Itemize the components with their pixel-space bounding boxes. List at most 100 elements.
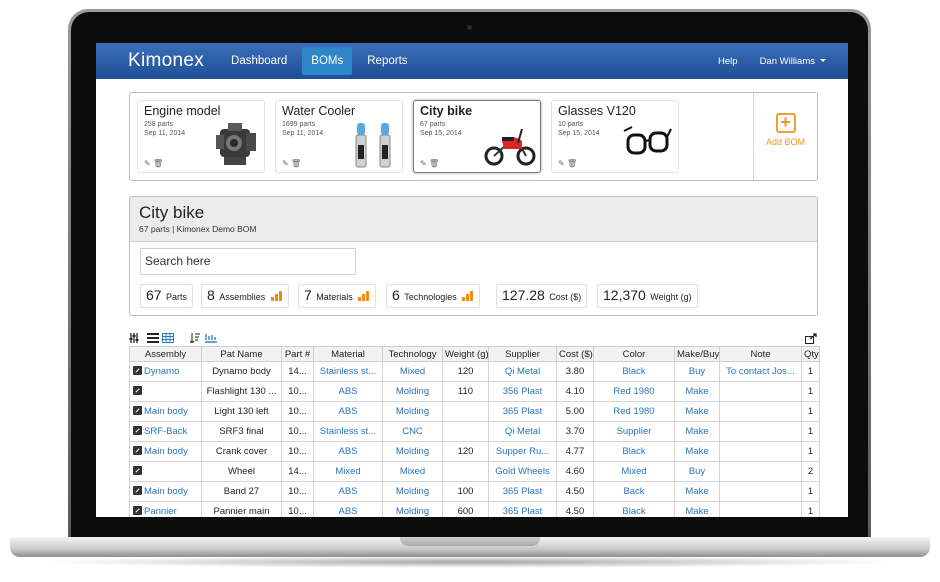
table-cell[interactable]: Buy	[674, 361, 720, 382]
table-cell[interactable]: Mixed	[382, 461, 443, 482]
stat-cost[interactable]: 127.28 Cost ($)	[496, 284, 588, 308]
table-cell[interactable]: Red 1980	[593, 381, 675, 402]
edit-icon[interactable]: ✎	[144, 159, 151, 168]
trash-icon[interactable]: 🗑	[290, 159, 302, 168]
table-cell[interactable]: Make	[674, 421, 720, 442]
edit-icon[interactable]: ✎	[420, 159, 427, 168]
table-cell[interactable]: To contact Jos...	[719, 361, 802, 382]
column-header[interactable]: Material	[313, 346, 383, 362]
search-input[interactable]: Search here	[140, 248, 356, 275]
assembly-link[interactable]: Pannier	[144, 506, 177, 517]
table-cell[interactable]: 365 Plast	[488, 481, 557, 502]
table-cell[interactable]: Main body	[129, 441, 202, 462]
table-row[interactable]: Main body Band 27 10... ABS Molding 100 365 Pl…	[129, 481, 820, 502]
table-row[interactable]: Flashlight 130 ... 10... ABS Molding 110 356 …	[129, 381, 820, 402]
edit-row-icon[interactable]	[133, 446, 142, 455]
table-cell[interactable]: Back	[593, 481, 675, 502]
trash-icon[interactable]: 🗑	[428, 159, 440, 168]
table-cell[interactable]: Black	[593, 501, 675, 517]
table-row[interactable]: Main body Crank cover 10... ABS Molding 120 Su…	[129, 441, 820, 462]
edit-row-icon[interactable]	[133, 506, 142, 515]
table-cell[interactable]	[719, 441, 802, 462]
table-cell[interactable]	[719, 481, 802, 502]
table-cell[interactable]: Dynamo	[129, 361, 202, 382]
stat-materials[interactable]: 7 Materials	[298, 284, 377, 308]
bom-card-engine[interactable]: Engine model 258 parts Sep 11, 2014 ✎ 🗑	[137, 100, 265, 173]
assembly-link[interactable]: Main body	[144, 446, 188, 457]
table-cell[interactable]: Gold Wheels	[488, 461, 557, 482]
table-cell[interactable]: Black	[593, 361, 675, 382]
nav-help[interactable]: Help	[718, 55, 738, 67]
edit-row-icon[interactable]	[133, 386, 142, 395]
user-menu[interactable]: Dan Williams	[760, 56, 826, 67]
edit-row-icon[interactable]	[133, 486, 142, 495]
table-cell[interactable]: ABS	[313, 401, 383, 422]
edit-row-icon[interactable]	[133, 466, 142, 475]
column-header[interactable]: Note	[719, 346, 802, 362]
table-cell[interactable]: Qi Metal	[488, 361, 557, 382]
assembly-link[interactable]: SRF-Back	[144, 426, 188, 437]
nav-dashboard[interactable]: Dashboard	[231, 55, 288, 67]
table-cell[interactable]	[719, 401, 802, 422]
stat-assemblies[interactable]: 8 Assemblies	[201, 284, 289, 308]
table-cell[interactable]: Make	[674, 401, 720, 422]
table-row[interactable]: Main body Light 130 left 10... ABS Molding 36…	[129, 401, 820, 422]
table-cell[interactable]: ABS	[313, 441, 383, 462]
export-icon[interactable]	[805, 333, 817, 347]
nav-boms[interactable]: BOMs	[302, 47, 353, 75]
table-cell[interactable]: Molding	[382, 441, 443, 462]
table-cell[interactable]	[719, 381, 802, 402]
table-cell[interactable]	[129, 381, 202, 402]
trash-icon[interactable]: 🗑	[566, 159, 578, 168]
stat-weight[interactable]: 12,370 Weight (g)	[597, 284, 698, 308]
table-cell[interactable]: Mixed	[313, 461, 383, 482]
table-cell[interactable]: Molding	[382, 401, 443, 422]
table-cell[interactable]: Mixed	[382, 361, 443, 382]
table-cell[interactable]: Red 1980	[593, 401, 675, 422]
table-cell[interactable]: Supper Ru...	[488, 441, 557, 462]
table-cell[interactable]: Qi Metal	[488, 421, 557, 442]
table-cell[interactable]	[719, 461, 802, 482]
column-header[interactable]: Part #	[281, 346, 314, 362]
sort-icon[interactable]	[189, 333, 200, 346]
assembly-link[interactable]: Main body	[144, 406, 188, 417]
table-cell[interactable]: Make	[674, 441, 720, 462]
column-header[interactable]: Make/Buy	[674, 346, 720, 362]
assembly-link[interactable]: Dynamo	[144, 366, 180, 377]
table-cell[interactable]: Main body	[129, 481, 202, 502]
table-cell[interactable]: Make	[674, 381, 720, 402]
table-cell[interactable]: 356 Plast	[488, 381, 557, 402]
table-cell[interactable]: Stainless st...	[313, 361, 383, 382]
column-header[interactable]: Pat Name	[201, 346, 282, 362]
table-cell[interactable]: SRF-Back	[129, 421, 202, 442]
table-row[interactable]: Wheel 14... Mixed Mixed Gold Wheels 4.60 Mixed…	[129, 461, 820, 482]
table-cell[interactable]: Make	[674, 481, 720, 502]
table-cell[interactable]	[129, 461, 202, 482]
table-cell[interactable]: ABS	[313, 501, 383, 517]
edit-icon[interactable]: ✎	[558, 159, 565, 168]
trash-icon[interactable]: 🗑	[152, 159, 164, 168]
column-header[interactable]: Technology	[382, 346, 443, 362]
table-cell[interactable]: 365 Plast	[488, 401, 557, 422]
column-header[interactable]: Assembly	[129, 346, 202, 362]
table-row[interactable]: Dynamo Dynamo body 14... Stainless st... Mix…	[129, 361, 820, 382]
table-cell[interactable]: ABS	[313, 481, 383, 502]
bom-card-glasses[interactable]: Glasses V120 10 parts Sep 15, 2014 ✎ 🗑	[551, 100, 679, 173]
columns-settings-icon[interactable]	[129, 333, 139, 346]
bom-card-water-cooler[interactable]: Water Cooler 1699 parts Sep 11, 2014 ✎ 🗑	[275, 100, 403, 173]
stat-technologies[interactable]: 6 Technologies	[386, 284, 481, 308]
nav-reports[interactable]: Reports	[367, 55, 408, 67]
column-header[interactable]: Cost ($)	[556, 346, 594, 362]
table-cell[interactable]: ABS	[313, 381, 383, 402]
grid-view-icon[interactable]	[162, 333, 174, 346]
column-header[interactable]: Supplier	[488, 346, 557, 362]
table-cell[interactable]: CNC	[382, 421, 443, 442]
column-header[interactable]: Qty.	[801, 346, 820, 362]
list-view-icon[interactable]	[147, 333, 159, 346]
table-cell[interactable]: Mixed	[593, 461, 675, 482]
stat-parts[interactable]: 67 Parts	[140, 284, 194, 308]
column-header[interactable]: Color	[593, 346, 675, 362]
edit-row-icon[interactable]	[133, 406, 142, 415]
edit-row-icon[interactable]	[133, 366, 142, 375]
table-cell[interactable]	[719, 501, 802, 517]
